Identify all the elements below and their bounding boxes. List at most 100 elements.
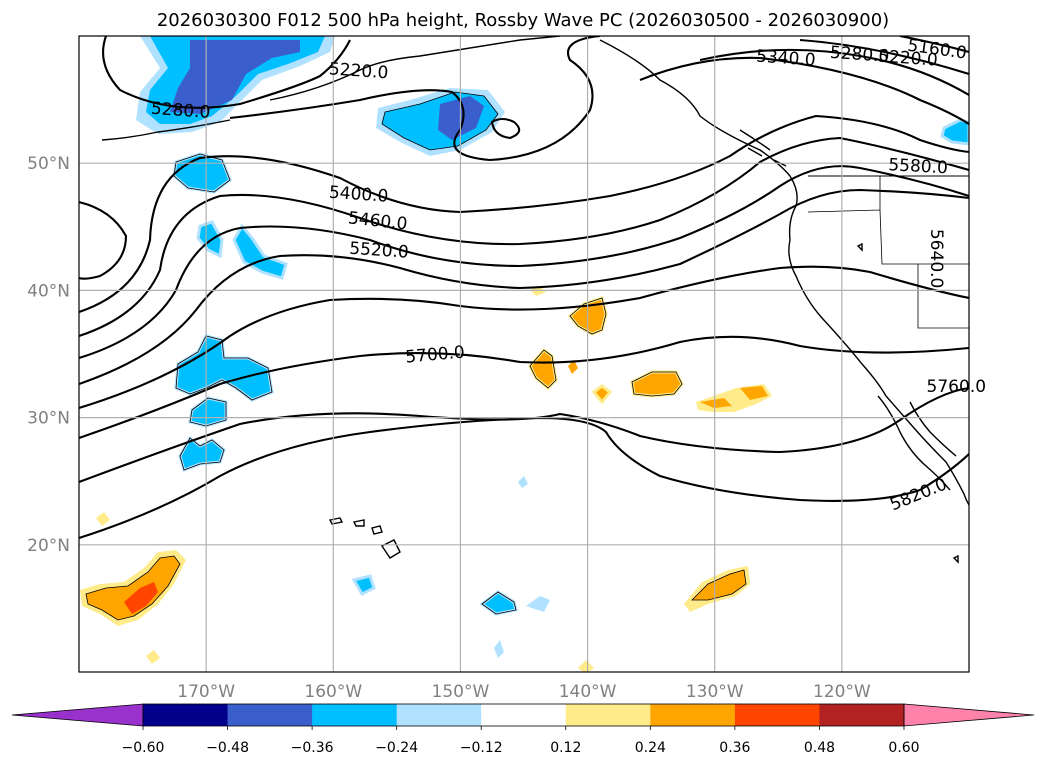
contour-label-group: 5580.0 xyxy=(888,155,948,178)
colorbar-tick-label: 0.12 xyxy=(550,740,581,756)
contour-label: 5760.0 xyxy=(927,377,986,397)
colorbar-tick-label: −0.12 xyxy=(460,740,503,756)
lon-tick-label: 160°W xyxy=(304,682,362,702)
height-contour-5580 xyxy=(79,188,969,385)
height-contour-5400 xyxy=(79,114,969,313)
colorbar-tick-label: −0.48 xyxy=(206,740,249,756)
height-contour-5640 xyxy=(79,265,969,410)
contour-label-group: 5520.0 xyxy=(349,239,410,263)
neg-anomaly-52n-east xyxy=(940,118,969,146)
pos-anomaly-17n-inner xyxy=(692,570,746,600)
contour-label: 5220.0 xyxy=(878,47,939,71)
lat-tick-label: 20°N xyxy=(27,536,70,556)
contour-label-group: 5340.0 xyxy=(755,47,816,71)
height-contour-5820 xyxy=(79,416,969,539)
pos-anomaly-16n-west-core xyxy=(124,582,158,614)
island-small-a xyxy=(856,242,863,252)
pos-anomaly-21n xyxy=(96,512,110,526)
contour-label: 5280.0 xyxy=(829,43,890,67)
colorbar-segment xyxy=(143,704,229,726)
pos-anomaly-32n-small xyxy=(591,384,613,405)
coastline-alaska xyxy=(269,36,791,177)
neg-anomaly-25n xyxy=(518,476,528,488)
neg-anomaly-15n-b xyxy=(526,596,550,612)
anomaly-outline xyxy=(189,397,227,427)
contour-label: 5580.0 xyxy=(888,155,948,178)
colorbar-segment xyxy=(650,704,736,726)
gridlines xyxy=(79,36,969,672)
colorbar-segment xyxy=(734,704,820,726)
height-contour-loop-west xyxy=(79,200,128,280)
contour-label-group: 5220.0 xyxy=(328,59,389,83)
contour-label: 5220.0 xyxy=(328,59,389,83)
contour-label: 5520.0 xyxy=(349,239,410,263)
colorbar-segment xyxy=(819,704,905,726)
island-hawaii-1 xyxy=(328,517,344,525)
anomaly-outline xyxy=(381,91,499,151)
island-hawaii-3 xyxy=(371,525,383,535)
colorbar-tick-label: 0.60 xyxy=(888,740,919,756)
colorbar-segment xyxy=(481,704,567,726)
colorbar-tick-label: 0.48 xyxy=(804,740,835,756)
contour-label-group: 5760.0 xyxy=(927,377,986,397)
anomaly-outline xyxy=(529,349,557,389)
island-small-b xyxy=(952,554,959,564)
colorbar-segment xyxy=(565,704,651,726)
contour-label-group: 5640.0 xyxy=(926,229,946,288)
coastline-aleutians xyxy=(101,119,231,141)
height-contour-loop-se xyxy=(490,117,521,140)
height-contour-5700 xyxy=(79,335,969,439)
chart-title: 2026030300 F012 500 hPa height, Rossby W… xyxy=(157,10,889,31)
contour-label-group: 5220.0 xyxy=(878,47,939,71)
colorbar-segment xyxy=(396,704,482,726)
lon-tick-label: 120°W xyxy=(813,682,871,702)
anomaly-outline xyxy=(173,153,231,193)
island-hawaii-2 xyxy=(352,519,365,527)
colorbar: −0.60 −0.48 −0.36 −0.24 −0.12 0.12 0.24 0.36 0.4… xyxy=(11,703,1035,756)
map-background xyxy=(79,36,969,672)
lon-tick-label: 150°W xyxy=(432,682,490,702)
neg-anomaly-43n-a xyxy=(196,220,224,259)
border-us-states xyxy=(807,176,969,329)
coastline-baja xyxy=(877,395,957,491)
colorbar-segment xyxy=(227,704,313,726)
lat-tick-label: 30°N xyxy=(27,409,70,429)
contour-label-group: 5280.0 xyxy=(150,99,211,123)
island-hawaii-4 xyxy=(380,539,401,559)
coastlines xyxy=(101,36,969,564)
height-contour-5220-east xyxy=(799,38,969,76)
height-contour-5520 xyxy=(79,165,969,360)
colorbar-tick-label: −0.24 xyxy=(375,740,418,756)
map-area xyxy=(79,36,969,672)
contour-label: 5400.0 xyxy=(328,183,389,207)
pos-anomaly-16n-west-inner xyxy=(86,556,180,620)
anomaly-outline xyxy=(631,371,683,397)
anomaly-outline xyxy=(85,555,181,621)
pos-anomaly-11n xyxy=(146,650,160,664)
height-contours xyxy=(79,36,969,539)
height-contour-5340 xyxy=(639,56,969,125)
lon-tick-label: 170°W xyxy=(177,682,235,702)
height-contour-5280-west xyxy=(229,36,601,162)
contour-label-group: 5400.0 xyxy=(328,183,389,207)
coastline-north-america xyxy=(788,175,969,506)
lon-tick-label: 140°W xyxy=(559,682,617,702)
colorbar-tick-label: 0.24 xyxy=(635,740,666,756)
colorbar-segment xyxy=(312,704,398,726)
height-contour-5280-east xyxy=(699,48,969,96)
contour-label: 5280.0 xyxy=(150,99,211,123)
map-frame xyxy=(78,35,970,673)
lon-tick-label: 130°W xyxy=(686,682,744,702)
colorbar-extend-high xyxy=(903,703,1035,727)
height-contour-5760 xyxy=(79,386,969,483)
anomaly-outlines xyxy=(85,91,747,621)
neg-anomaly-12n xyxy=(494,640,504,658)
lat-tick-label: 40°N xyxy=(27,281,70,301)
colorbar-tick-label: −0.36 xyxy=(291,740,334,756)
height-contour-5220-west xyxy=(102,36,351,109)
colorbar-extend-low xyxy=(11,703,144,727)
anomaly-outline xyxy=(175,335,273,401)
axis-tick-labels: 170°W 160°W 150°W 140°W 130°W 120°W 20°N 30°N 40… xyxy=(27,154,871,702)
colorbar-tick-label: 0.36 xyxy=(719,740,750,756)
